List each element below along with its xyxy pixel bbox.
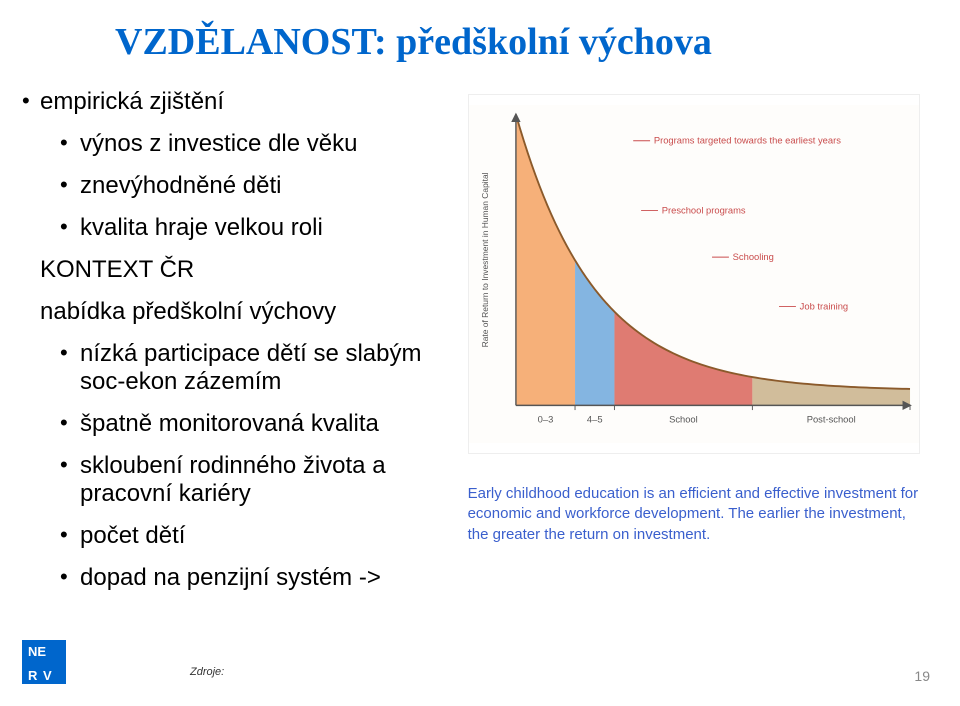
- list-item: znevýhodněné děti: [60, 172, 458, 200]
- list-item-text: počet dětí: [80, 522, 185, 549]
- list-item: nabídka předškolní výchovy nízká particip…: [40, 298, 458, 592]
- sub-list: nízká participace dětí se slabým soc-eko…: [60, 340, 458, 592]
- list-item-text: empirická zjištění: [40, 88, 224, 115]
- chart-annotation: Job training: [799, 301, 847, 311]
- svg-text:NE: NE: [28, 644, 46, 659]
- page-number: 19: [914, 668, 930, 684]
- bullet-root: empirická zjištění výnos z investice dle …: [40, 88, 458, 592]
- list-item-text: nabídka předškolní výchovy: [40, 298, 336, 325]
- list-item-text: znevýhodněné děti: [80, 172, 282, 199]
- list-item: empirická zjištění výnos z investice dle …: [40, 88, 458, 242]
- list-item-text: špatně monitorovaná kvalita: [80, 410, 379, 437]
- sub-list: výnos z investice dle věku znevýhodněné d…: [60, 130, 458, 242]
- list-item-text: dopad na penzijní systém ->: [80, 564, 381, 591]
- chart-annotation: Preschool programs: [661, 205, 745, 215]
- list-item-text: KONTEXT ČR: [40, 256, 194, 283]
- bullet-list-column: empirická zjištění výnos z investice dle …: [40, 74, 458, 606]
- list-item-text: výnos z investice dle věku: [80, 130, 357, 157]
- list-item: dopad na penzijní systém ->: [60, 564, 458, 592]
- chart-annotation: Programs targeted towards the earliest y…: [653, 136, 840, 146]
- list-item: KONTEXT ČR: [40, 256, 458, 284]
- svg-text:V: V: [43, 668, 52, 683]
- chart-caption: Early childhood education is an efficien…: [468, 484, 920, 545]
- chart-column: 0–3 4–5 School Post-school Rate of Return to…: [468, 74, 920, 545]
- list-item: skloubení rodinného života a pracovní ka…: [60, 452, 458, 508]
- list-item: špatně monitorovaná kvalita: [60, 410, 458, 438]
- x-tick-label: School: [669, 414, 698, 424]
- list-item: výnos z investice dle věku: [60, 130, 458, 158]
- y-axis-label: Rate of Return to Investment in Human Ca…: [479, 172, 489, 347]
- list-item: nízká participace dětí se slabým soc-eko…: [60, 340, 458, 396]
- two-column-layout: empirická zjištění výnos z investice dle …: [40, 74, 920, 606]
- source-label: Zdroje:: [190, 666, 224, 678]
- x-tick-label: 0–3: [537, 414, 553, 424]
- list-item-text: kvalita hraje velkou roli: [80, 214, 323, 241]
- svg-text:R: R: [28, 668, 38, 683]
- list-item-text: nízká participace dětí se slabým soc-eko…: [80, 340, 422, 395]
- list-item: počet dětí: [60, 522, 458, 550]
- x-tick-label: Post-school: [806, 414, 855, 424]
- nerv-logo: NE R V: [22, 640, 66, 684]
- list-item: kvalita hraje velkou roli: [60, 214, 458, 242]
- slide: VZDĚLANOST: předškolní výchova empirická…: [0, 0, 960, 706]
- roi-chart: 0–3 4–5 School Post-school Rate of Return to…: [468, 94, 920, 454]
- list-item-text: skloubení rodinného života a pracovní ka…: [80, 452, 386, 507]
- slide-title: VZDĚLANOST: předškolní výchova: [115, 20, 920, 64]
- chart-svg: 0–3 4–5 School Post-school Rate of Return to…: [469, 95, 919, 453]
- x-tick-label: 4–5: [587, 414, 603, 424]
- chart-annotation: Schooling: [732, 252, 773, 262]
